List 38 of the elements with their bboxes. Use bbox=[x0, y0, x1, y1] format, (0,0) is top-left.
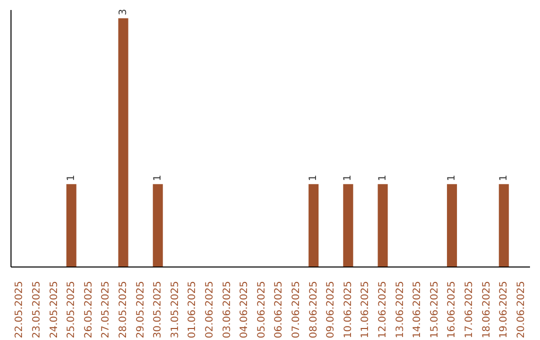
x-tick-label: 09.06.2025 bbox=[326, 281, 337, 338]
data-label: 1 bbox=[498, 174, 510, 182]
x-tick-label: 20.06.2025 bbox=[516, 281, 527, 338]
x-tick-label: 26.05.2025 bbox=[83, 281, 94, 338]
x-tick-label: 13.06.2025 bbox=[394, 281, 406, 338]
x-tick-label: 24.05.2025 bbox=[48, 281, 60, 338]
x-tick-label: 12.06.2025 bbox=[377, 281, 388, 338]
x-tick-label: 25.05.2025 bbox=[66, 281, 78, 338]
x-tick-label: 10.06.2025 bbox=[342, 281, 354, 338]
x-tick-label: 06.06.2025 bbox=[274, 281, 285, 338]
x-tick-label: 29.05.2025 bbox=[135, 281, 146, 338]
x-tick-label: 19.06.2025 bbox=[498, 281, 510, 338]
x-tick-label: 05.06.2025 bbox=[256, 281, 268, 338]
x-tick-label: 03.06.2025 bbox=[222, 281, 233, 338]
x-tick-label: 11.06.2025 bbox=[360, 281, 372, 338]
x-tick-label: 18.06.2025 bbox=[481, 281, 492, 338]
x-tick-label: 01.06.2025 bbox=[187, 281, 198, 338]
x-tick-label: 22.05.2025 bbox=[14, 281, 26, 338]
data-label: 1 bbox=[377, 174, 388, 182]
data-label: 1 bbox=[446, 174, 458, 182]
data-label: 1 bbox=[152, 174, 164, 182]
x-tick-label: 07.06.2025 bbox=[290, 281, 302, 338]
x-tick-label: 04.06.2025 bbox=[239, 281, 250, 338]
x-tick-label: 23.05.2025 bbox=[31, 281, 42, 338]
x-tick-label: 28.05.2025 bbox=[118, 281, 129, 338]
x-tick-label: 14.06.2025 bbox=[412, 281, 424, 338]
x-tick-label: 08.06.2025 bbox=[308, 281, 320, 338]
x-tick-label: 31.05.2025 bbox=[170, 281, 181, 338]
x-tick-label: 30.05.2025 bbox=[152, 281, 164, 338]
x-tick-label: 15.06.2025 bbox=[429, 281, 440, 338]
x-tick-label: 27.05.2025 bbox=[100, 281, 112, 338]
data-label: 1 bbox=[66, 174, 77, 182]
x-tick-label: 17.06.2025 bbox=[464, 281, 475, 338]
data-label: 1 bbox=[308, 174, 320, 182]
x-tick-label: 02.06.2025 bbox=[204, 281, 216, 338]
x-tick-label: 16.06.2025 bbox=[446, 281, 458, 338]
data-label: 1 bbox=[342, 174, 354, 182]
data-label: 3 bbox=[118, 8, 129, 16]
